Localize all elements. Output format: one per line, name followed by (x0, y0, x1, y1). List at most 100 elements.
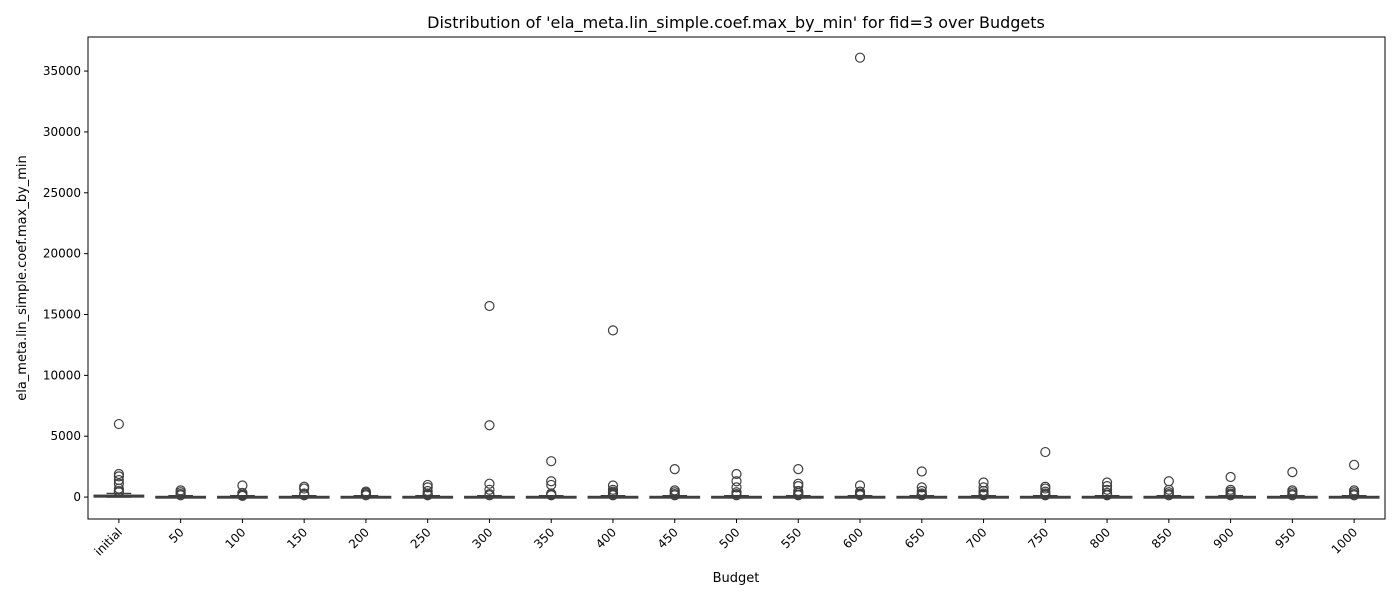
outlier-point (854, 490, 866, 501)
outlier-point (422, 490, 433, 501)
x-tick-label: 400 (593, 525, 619, 551)
outlier-point (546, 476, 557, 487)
outlier-point (978, 490, 989, 501)
x-tick-label: 900 (1211, 525, 1237, 551)
box-group (1143, 476, 1195, 501)
box-group (958, 477, 1009, 501)
outlier-point (113, 418, 124, 430)
y-tick-label: 35000 (43, 64, 81, 78)
x-tick-label: 100 (222, 525, 248, 551)
x-axis-label: Budget (713, 571, 760, 586)
outlier-point (237, 490, 248, 501)
y-axis: 0 5000 10000 15000 20000 25000 30000 35000 (43, 64, 88, 504)
outlier-point (175, 490, 186, 501)
x-tick-label: initial (92, 525, 125, 558)
box-group (1081, 477, 1133, 501)
y-tick-label: 0 (73, 490, 81, 504)
y-tick-label: 25000 (43, 186, 81, 200)
outlier-point (1040, 490, 1051, 501)
outlier-point (916, 485, 927, 497)
outlier-point (1287, 490, 1298, 501)
x-tick-label: 300 (469, 525, 495, 551)
outlier-point (113, 487, 124, 498)
outlier-point (113, 468, 124, 480)
outlier-point (731, 468, 742, 480)
y-tick-label: 10000 (43, 368, 81, 382)
outlier-point (484, 478, 495, 489)
x-tick-label: 450 (655, 525, 681, 551)
outlier-point (299, 483, 310, 494)
box-group (834, 52, 886, 501)
outlier-point (916, 482, 927, 493)
outlier-point (484, 420, 495, 431)
box-group (1266, 467, 1318, 501)
x-tick-label: 950 (1272, 525, 1298, 551)
box-group (772, 463, 824, 501)
plot-area (93, 52, 1380, 501)
outlier-point (1101, 477, 1113, 488)
box-group (1328, 459, 1380, 501)
outlier-point (793, 490, 804, 501)
x-tick-label: 500 (717, 525, 743, 551)
x-tick-label: 850 (1149, 525, 1175, 551)
box-group (155, 485, 207, 501)
outlier-point (1349, 459, 1360, 470)
box-group (587, 325, 639, 501)
outlier-point (1287, 467, 1298, 478)
x-tick-label: 200 (346, 525, 372, 551)
box-group (649, 463, 701, 501)
outlier-point (916, 466, 927, 477)
x-tick-label: 550 (778, 525, 804, 551)
x-tick-label: 600 (840, 525, 866, 551)
outlier-point (484, 300, 495, 312)
outlier-point (731, 482, 742, 493)
x-tick-label: 800 (1087, 525, 1113, 551)
box-group (525, 456, 577, 501)
outlier-point (422, 482, 433, 493)
box-group (93, 418, 145, 498)
x-tick-label: 650 (902, 525, 928, 551)
box-group (402, 479, 454, 501)
outlier-point (793, 463, 804, 475)
box-group (278, 481, 330, 501)
outlier-point (1101, 484, 1113, 495)
box-group (1205, 471, 1257, 501)
x-tick-label: 1000 (1329, 525, 1360, 556)
outlier-point (546, 456, 557, 467)
outlier-point (1040, 446, 1051, 458)
outlier-point (669, 490, 680, 501)
box-group (464, 300, 515, 501)
outlier-point (978, 485, 989, 497)
outlier-point (731, 490, 742, 501)
y-axis-label: ela_meta.lin_simple.coef.max_by_min (15, 155, 30, 401)
box-group (1019, 446, 1071, 501)
outlier-point (1349, 490, 1360, 501)
box-group (896, 466, 948, 501)
outlier-point (422, 485, 433, 497)
plot-frame (87, 36, 1386, 520)
y-tick-label: 5000 (50, 429, 81, 443)
outlier-point (1225, 471, 1236, 483)
outlier-point (484, 484, 495, 495)
x-tick-label: 250 (408, 525, 434, 551)
outlier-point (1163, 476, 1174, 487)
outlier-point (1101, 490, 1113, 501)
outlier-point (1040, 483, 1051, 494)
outlier-point (113, 483, 124, 494)
outlier-point (1163, 484, 1174, 495)
outlier-point (731, 476, 742, 487)
outlier-point (1225, 490, 1236, 501)
x-tick-label: 150 (284, 525, 310, 551)
outlier-point (113, 471, 124, 482)
x-tick-label: 750 (1025, 525, 1051, 551)
x-tick-label: 350 (531, 525, 557, 551)
y-tick-label: 15000 (43, 308, 81, 322)
outlier-point (299, 490, 310, 501)
outlier-point (854, 52, 866, 63)
y-tick-label: 20000 (43, 247, 81, 261)
y-tick-label: 30000 (43, 125, 81, 139)
box-group (216, 480, 268, 501)
outlier-point (607, 325, 619, 336)
outlier-point (916, 490, 927, 501)
outlier-point (360, 490, 372, 501)
